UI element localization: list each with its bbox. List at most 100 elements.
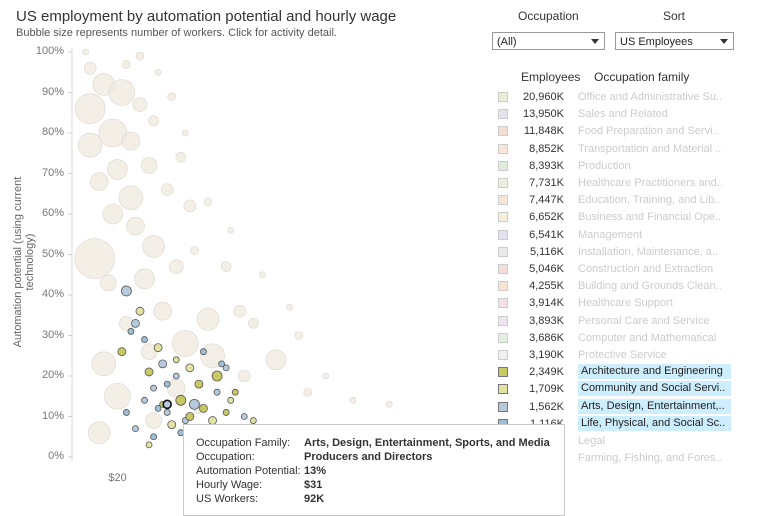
legend-row[interactable]: 8,852K Transportation and Material ..: [490, 141, 730, 158]
bubble-faded[interactable]: [227, 226, 234, 234]
legend-row[interactable]: 6,652K Business and Financial Ope..: [490, 209, 730, 226]
bubble-faded[interactable]: [135, 51, 145, 61]
legend-row[interactable]: 7,731K Healthcare Practitioners and..: [490, 175, 730, 192]
bubble-faded[interactable]: [259, 271, 266, 279]
bubble-architecture[interactable]: [199, 403, 208, 413]
bubble-faded[interactable]: [175, 152, 187, 163]
bubble-faded[interactable]: [87, 421, 111, 445]
bubble-faded[interactable]: [160, 183, 174, 196]
bubble-faded[interactable]: [183, 199, 197, 213]
bubble-faded[interactable]: [121, 131, 141, 151]
bubble-faded[interactable]: [118, 185, 144, 211]
bubble-faded[interactable]: [322, 372, 330, 380]
legend-row[interactable]: 3,190K Protective Service: [490, 347, 730, 364]
bubble-faded[interactable]: [134, 268, 155, 290]
bubble-faded[interactable]: [140, 157, 158, 174]
bubble-faded[interactable]: [294, 331, 303, 340]
bubble-faded[interactable]: [182, 129, 189, 137]
legend-row[interactable]: 2,349K Architecture and Engineering: [490, 364, 731, 381]
bubble-faded[interactable]: [386, 401, 393, 408]
bubble-arts[interactable]: [132, 425, 139, 433]
bubble-faded[interactable]: [82, 48, 89, 56]
bubble-faded[interactable]: [77, 132, 103, 158]
bubble-faded[interactable]: [233, 304, 247, 318]
bubble-faded[interactable]: [126, 216, 145, 236]
bubble-community[interactable]: [172, 356, 180, 364]
bubble-faded[interactable]: [74, 93, 106, 124]
legend-row[interactable]: 13,950K Sales and Related: [490, 106, 730, 123]
bubble-faded[interactable]: [122, 59, 131, 69]
bubble-faded[interactable]: [286, 303, 293, 311]
bubble-architecture[interactable]: [211, 370, 223, 382]
bubble-life_science[interactable]: [141, 336, 148, 343]
legend-row[interactable]: 5,116K Installation, Maintenance, a..: [490, 244, 730, 261]
bubble-architecture[interactable]: [117, 347, 127, 357]
bubble-arts[interactable]: [240, 413, 248, 420]
bubble-faded[interactable]: [349, 396, 357, 404]
occupation-select[interactable]: (All): [492, 32, 605, 50]
bubble-life_science[interactable]: [218, 360, 226, 368]
bubble-architecture[interactable]: [231, 388, 239, 396]
bubble-arts[interactable]: [131, 318, 140, 328]
bubble-arts[interactable]: [163, 409, 171, 416]
bubble-faded[interactable]: [190, 246, 199, 255]
bubble-community[interactable]: [249, 417, 257, 424]
bubble-community[interactable]: [185, 363, 195, 373]
legend-row[interactable]: 8,393K Production: [490, 158, 730, 175]
legend-row[interactable]: 20,960K Office and Administrative Su..: [490, 89, 730, 106]
bubble-arts[interactable]: [188, 398, 200, 410]
bubble-faded[interactable]: [74, 238, 115, 279]
legend-row[interactable]: 1,709K Community and Social Servi..: [490, 381, 731, 398]
bubble-life_science[interactable]: [150, 433, 158, 441]
bubble-faded[interactable]: [196, 307, 220, 331]
bubble-faded[interactable]: [102, 203, 124, 225]
bubble-community[interactable]: [145, 441, 153, 449]
bubble-architecture[interactable]: [194, 379, 204, 389]
bubble-faded[interactable]: [220, 261, 232, 272]
bubble-faded[interactable]: [148, 115, 159, 127]
bubble-architecture[interactable]: [222, 409, 230, 416]
legend-row[interactable]: 6,541K Management: [490, 227, 730, 244]
sort-select[interactable]: US Employees: [615, 32, 734, 50]
bubble-faded[interactable]: [154, 68, 162, 76]
bubble-life_science[interactable]: [163, 380, 171, 388]
legend-row[interactable]: 3,914K Healthcare Support: [490, 295, 730, 312]
bubble-architecture[interactable]: [185, 412, 195, 421]
bubble-faded[interactable]: [237, 369, 251, 383]
bubble-faded[interactable]: [83, 61, 97, 75]
bubble-faded[interactable]: [172, 330, 199, 357]
bubble-faded[interactable]: [203, 197, 213, 207]
bubble-arts[interactable]: [213, 388, 221, 396]
legend-row[interactable]: 3,686K Computer and Mathematical: [490, 330, 730, 347]
bubble-faded[interactable]: [132, 97, 148, 112]
bubble-arts[interactable]: [141, 396, 148, 404]
bubble-arts[interactable]: [222, 364, 230, 372]
legend-row[interactable]: 1,116KLife, Physical, and Social Sc..: [490, 415, 731, 433]
bubble-faded[interactable]: [91, 351, 117, 377]
bubble-selected[interactable]: [162, 399, 172, 410]
bubble-arts[interactable]: [150, 384, 158, 392]
bubble-community[interactable]: [167, 420, 177, 430]
bubble-life_science[interactable]: [123, 409, 130, 416]
bubble-community[interactable]: [153, 343, 163, 353]
bubble-faded[interactable]: [145, 412, 162, 429]
bubble-community[interactable]: [227, 396, 235, 404]
bubble-arts[interactable]: [172, 372, 180, 380]
legend-row[interactable]: 4,255K Building and Grounds Clean..: [490, 278, 730, 295]
bubble-faded[interactable]: [104, 382, 131, 410]
bubble-faded[interactable]: [153, 301, 172, 321]
bubble-faded[interactable]: [108, 79, 136, 106]
bubble-faded[interactable]: [142, 235, 165, 258]
bubble-faded[interactable]: [99, 274, 117, 292]
legend-row[interactable]: 11,848K Food Preparation and Servi..: [490, 123, 730, 140]
bubble-life_science[interactable]: [127, 328, 135, 335]
bubble-faded[interactable]: [167, 92, 177, 101]
legend-row[interactable]: 7,447K Education, Training, and Lib..: [490, 192, 730, 209]
bubble-faded[interactable]: [166, 378, 186, 398]
legend-row[interactable]: 1,562K Arts, Design, Entertainment,..: [490, 398, 731, 416]
legend-row[interactable]: 3,893K Personal Care and Service: [490, 313, 730, 330]
bubble-life_science[interactable]: [200, 348, 207, 356]
bubble-arts[interactable]: [158, 359, 168, 369]
bubble-faded[interactable]: [248, 318, 259, 329]
